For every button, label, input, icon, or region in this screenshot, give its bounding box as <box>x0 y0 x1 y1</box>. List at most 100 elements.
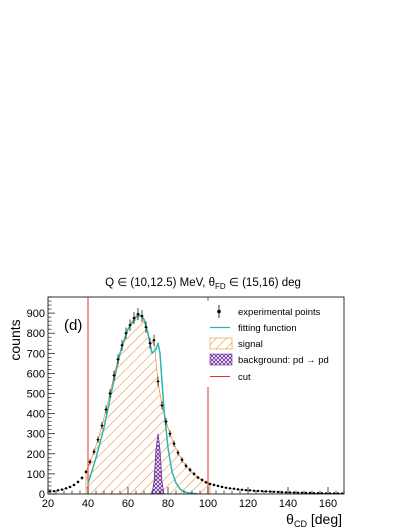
data-point <box>224 486 228 489</box>
data-point-marker <box>64 487 68 490</box>
legend-item-sig: signal <box>209 337 263 350</box>
data-point-marker <box>328 492 332 494</box>
legend-sig-swatch <box>209 337 233 350</box>
data-point <box>276 490 280 494</box>
data-point-marker <box>140 314 144 318</box>
data-point <box>108 389 112 398</box>
data-point-marker <box>80 476 84 480</box>
data-point-marker <box>104 408 108 411</box>
data-point <box>204 480 208 484</box>
data-point <box>120 339 124 351</box>
data-point-marker <box>260 489 264 493</box>
data-point-marker <box>296 491 300 494</box>
y-tick-label: 500 <box>27 388 45 400</box>
data-point <box>76 480 80 484</box>
data-point <box>256 489 260 493</box>
data-point <box>260 489 264 493</box>
data-point <box>176 449 180 456</box>
data-point <box>208 482 212 486</box>
data-point-marker <box>112 374 116 377</box>
data-point <box>128 319 132 331</box>
data-point <box>144 321 148 333</box>
x-tick-label: 140 <box>279 498 297 510</box>
data-point-marker <box>336 492 340 494</box>
data-point <box>304 491 308 494</box>
data-point <box>56 489 60 492</box>
data-point <box>216 484 220 488</box>
data-point <box>100 422 104 430</box>
data-point <box>180 457 184 463</box>
data-point-marker <box>172 442 176 445</box>
data-point <box>72 483 76 487</box>
data-point <box>80 476 84 480</box>
data-point-marker <box>168 432 172 435</box>
data-point <box>316 491 320 494</box>
data-point <box>52 489 56 493</box>
data-point-marker <box>60 488 64 491</box>
data-point-marker <box>248 489 252 492</box>
fit-curve <box>87 314 199 494</box>
y-tick-label: 200 <box>27 449 45 461</box>
data-point-marker <box>176 451 180 454</box>
data-point <box>88 459 92 465</box>
data-point-marker <box>88 460 92 464</box>
data-point-marker <box>252 489 256 492</box>
data-point-marker <box>184 464 188 468</box>
x-tick-label: 100 <box>199 498 217 510</box>
x-axis-ticks: 20 40 60 80 100 120 140 160 <box>42 487 345 510</box>
data-point-marker <box>144 325 148 329</box>
data-point-marker <box>108 392 112 395</box>
x-tick-label: 160 <box>319 498 337 510</box>
fit-line <box>87 314 199 494</box>
legend-bkg-swatch <box>209 353 233 366</box>
data-point <box>192 471 196 476</box>
data-point-marker <box>48 490 52 493</box>
data-point-marker <box>300 491 304 494</box>
x-axis-title: θCD [deg] <box>286 511 342 529</box>
data-point <box>232 487 236 490</box>
data-point <box>168 430 172 438</box>
data-point <box>248 489 252 492</box>
legend-item-bkg: background: pd → pd <box>209 353 329 366</box>
legend-item-cut: cut <box>210 372 251 383</box>
x-tick-label: 20 <box>42 498 54 510</box>
legend: experimental points fitting function sig… <box>205 301 341 387</box>
data-point-marker <box>152 339 156 342</box>
data-point-marker <box>128 323 132 327</box>
x-tick-label: 60 <box>122 498 134 510</box>
data-point <box>312 491 316 494</box>
data-point <box>264 490 268 493</box>
data-point-marker <box>148 342 152 345</box>
data-point-marker <box>204 481 208 484</box>
data-point <box>148 337 152 349</box>
data-point-marker <box>212 483 216 487</box>
y-tick-label: 900 <box>27 308 45 320</box>
y-tick-label: 100 <box>27 469 45 481</box>
panel-label: (d) <box>64 317 82 334</box>
experimental-points <box>48 308 344 494</box>
data-point-marker <box>68 485 72 489</box>
data-point <box>132 312 136 325</box>
data-point <box>244 488 248 492</box>
data-point-marker <box>312 491 316 494</box>
data-point-marker <box>56 489 60 492</box>
data-point-marker <box>180 458 184 462</box>
data-point-marker <box>208 482 212 486</box>
data-point-marker <box>268 490 272 493</box>
data-point-marker <box>216 484 220 488</box>
data-point <box>240 488 244 491</box>
data-point <box>296 491 300 494</box>
data-point-marker <box>136 312 140 316</box>
data-point <box>48 490 52 493</box>
data-point-marker <box>96 438 100 441</box>
data-point-marker <box>52 489 56 493</box>
data-point-marker <box>196 476 200 479</box>
data-point-marker <box>340 492 344 494</box>
data-point-marker <box>220 485 224 489</box>
chart-title: Q ∈ (10,12.5) MeV, θFD ∈ (15,16) deg <box>105 277 301 291</box>
data-point-marker <box>76 480 80 484</box>
data-point <box>332 492 336 494</box>
y-tick-label: 300 <box>27 429 45 441</box>
data-point <box>96 436 100 443</box>
signal-hatch <box>85 313 211 494</box>
